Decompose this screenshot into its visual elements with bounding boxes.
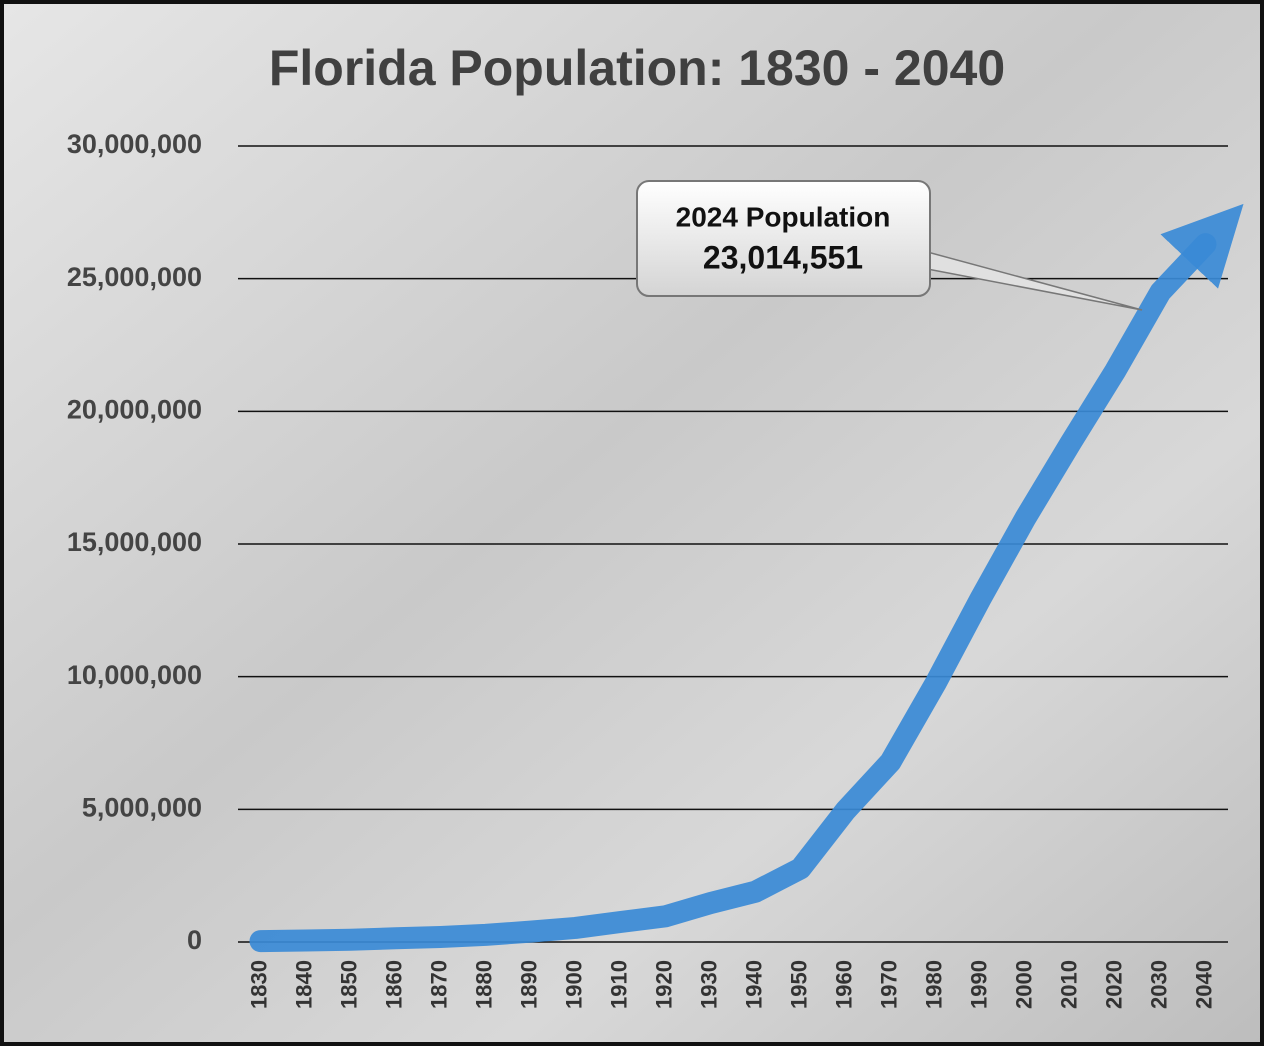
y-tick-label: 15,000,000	[67, 527, 202, 557]
callout-title: 2024 Population	[676, 201, 891, 232]
y-tick-label: 20,000,000	[67, 394, 202, 424]
x-tick-label: 1910	[606, 960, 631, 1009]
callout-value: 23,014,551	[703, 239, 863, 275]
x-tick-label: 1900	[561, 960, 586, 1009]
plot: 0 5,000,000 10,000,000 15,000,000 20,000,000…	[67, 129, 1244, 1009]
x-tick-label: 1950	[786, 960, 811, 1009]
y-tick-label: 30,000,000	[67, 129, 202, 159]
population-line	[249, 203, 1244, 953]
x-tick-label: 2010	[1056, 960, 1081, 1009]
chart-title: Florida Population: 1830 - 2040	[269, 40, 1005, 96]
x-tick-label: 2020	[1101, 960, 1126, 1009]
y-tick-label: 0	[187, 925, 202, 955]
x-tick-label: 1870	[426, 960, 451, 1009]
y-tick-label: 25,000,000	[67, 262, 202, 292]
x-tick-label: 2040	[1191, 960, 1216, 1009]
x-tick-label: 1960	[831, 960, 856, 1009]
x-tick-label: 1830	[246, 960, 271, 1009]
x-tick-label: 2000	[1011, 960, 1036, 1009]
x-tick-label: 1880	[471, 960, 496, 1009]
y-tick-label: 10,000,000	[67, 660, 202, 690]
x-tick-label: 1860	[381, 960, 406, 1009]
x-tick-label: 1990	[966, 960, 991, 1009]
x-tick-label: 2030	[1146, 960, 1171, 1009]
callout: 2024 Population 23,014,551	[636, 180, 1143, 311]
x-tick-label: 1850	[336, 960, 361, 1009]
x-tick-label: 1890	[516, 960, 541, 1009]
x-tick-label: 1920	[651, 960, 676, 1009]
x-tick-label: 1930	[696, 960, 721, 1009]
x-tick-label: 1940	[741, 960, 766, 1009]
x-tick-label: 1840	[291, 960, 316, 1009]
x-tick-label: 1980	[921, 960, 946, 1009]
callout-box	[636, 180, 931, 297]
y-tick-label: 5,000,000	[82, 792, 202, 822]
x-tick-label: 1970	[876, 960, 901, 1009]
